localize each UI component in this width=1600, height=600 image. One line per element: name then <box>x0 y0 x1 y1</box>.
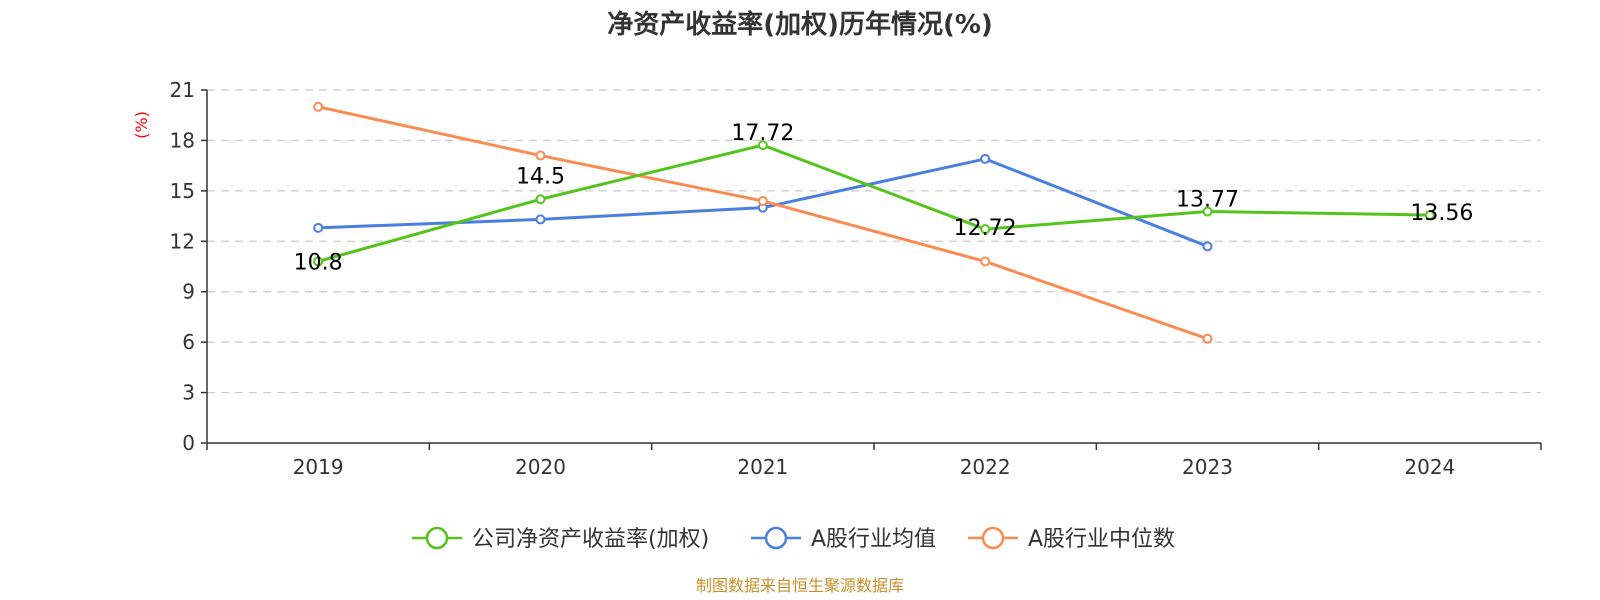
y-tick-label: 21 <box>170 78 195 102</box>
source-note: 制图数据来自恒生聚源数据库 <box>696 576 904 595</box>
chart-title: 净资产收益率(加权)历年情况(%) <box>607 9 993 40</box>
series-line-0 <box>317 143 1430 263</box>
y-axis-label: (%) <box>132 111 151 139</box>
x-tick-label: 2022 <box>960 455 1011 479</box>
series-point-0 <box>313 256 324 267</box>
series-point-2 <box>535 150 546 161</box>
data-label: 17.72 <box>731 121 794 146</box>
series-point-1 <box>313 222 324 233</box>
series-point-2 <box>980 256 991 267</box>
legend-marker-icon <box>981 526 1005 550</box>
x-tick-label: 2024 <box>1404 455 1455 479</box>
series-point-2 <box>757 195 768 206</box>
x-tick-label: 2021 <box>737 455 788 479</box>
y-tick-label: 0 <box>182 431 195 455</box>
series-point-2 <box>1202 333 1213 344</box>
y-tick-label: 6 <box>182 330 195 354</box>
series-point-0 <box>1202 206 1213 217</box>
legend-marker-icon <box>425 526 449 550</box>
legend-label: A股行业中位数 <box>1028 527 1175 552</box>
series-point-1 <box>980 153 991 164</box>
legend-item-2[interactable]: A股行业中位数 <box>968 526 1175 552</box>
series-lines <box>313 101 1435 344</box>
data-label: 12.72 <box>954 216 1017 241</box>
series-point-1 <box>535 214 546 225</box>
series-point-2 <box>313 101 324 112</box>
y-tick-label: 9 <box>182 280 195 304</box>
axes: 0 3 6 9 12 15 18 21 2019 2020 2021 2022 2023 2024 <box>170 78 1542 479</box>
x-tick-label: 2019 <box>293 455 344 479</box>
legend-label: A股行业均值 <box>811 527 936 552</box>
legend-marker-icon <box>764 526 788 550</box>
legend-item-0[interactable]: 公司净资产收益率(加权) <box>412 526 709 552</box>
series-point-0 <box>535 194 546 205</box>
data-label: 13.77 <box>1176 188 1239 213</box>
data-label: 14.5 <box>516 164 565 189</box>
gridlines <box>207 89 1541 394</box>
x-tick-label: 2020 <box>515 455 566 479</box>
series-point-1 <box>1202 241 1213 252</box>
x-tick-label: 2023 <box>1182 455 1233 479</box>
y-tick-label: 3 <box>182 381 195 405</box>
legend-label: 公司净资产收益率(加权) <box>472 527 709 552</box>
data-label: 13.56 <box>1410 201 1473 226</box>
series-point-0 <box>1424 210 1435 221</box>
y-tick-label: 18 <box>170 128 195 152</box>
legend: 公司净资产收益率(加权) A股行业均值 A股行业中位数 <box>412 526 1175 552</box>
data-labels: 10.8 14.5 17.72 12.72 13.77 13.56 <box>294 121 1474 275</box>
legend-item-1[interactable]: A股行业均值 <box>751 526 936 552</box>
y-tick-label: 15 <box>170 179 195 203</box>
y-tick-label: 12 <box>170 229 195 253</box>
data-label: 10.8 <box>294 250 343 275</box>
series-point-0 <box>980 224 991 235</box>
series-point-0 <box>757 140 768 151</box>
